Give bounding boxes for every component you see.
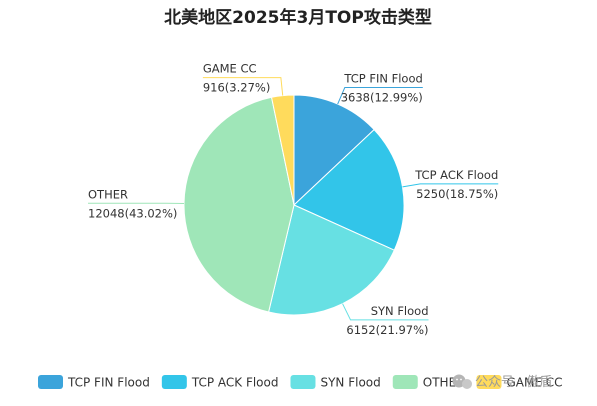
watermark: 公众号 · 傲盾 (453, 375, 553, 391)
legend-label: SYN Flood (320, 376, 380, 390)
slice-label-name: SYN Flood (371, 304, 429, 318)
legend-item-tcp-fin-flood[interactable]: TCP FIN Flood (38, 375, 150, 390)
slice-label-name: OTHER (88, 187, 128, 201)
legend-swatch (393, 375, 418, 389)
legend-label: TCP FIN Flood (67, 376, 150, 390)
slice-label-name: TCP FIN Flood (343, 72, 422, 86)
slice-label-name: TCP ACK Flood (414, 168, 498, 182)
slice-label-name: GAME CC (203, 62, 257, 76)
slice-label-value: 6152(21.97%) (346, 323, 428, 337)
watermark-text: 公众号 · 傲盾 (475, 375, 552, 390)
slice-label-value: 3638(12.99%) (341, 91, 423, 105)
slice-label-value: 12048(43.02%) (88, 206, 177, 220)
legend-item-syn-flood[interactable]: SYN Flood (290, 375, 380, 390)
chart-title: 北美地区2025年3月TOP攻击类型 (164, 7, 432, 28)
legend-swatch (290, 375, 315, 389)
slice-label-value: 5250(18.75%) (416, 187, 498, 201)
legend-swatch (162, 375, 187, 389)
pie-slices (184, 95, 404, 315)
legend-label: TCP ACK Flood (191, 376, 279, 390)
legend-item-tcp-ack-flood[interactable]: TCP ACK Flood (162, 375, 279, 390)
legend-swatch (38, 375, 63, 389)
slice-label-value: 916(3.27%) (203, 81, 270, 95)
